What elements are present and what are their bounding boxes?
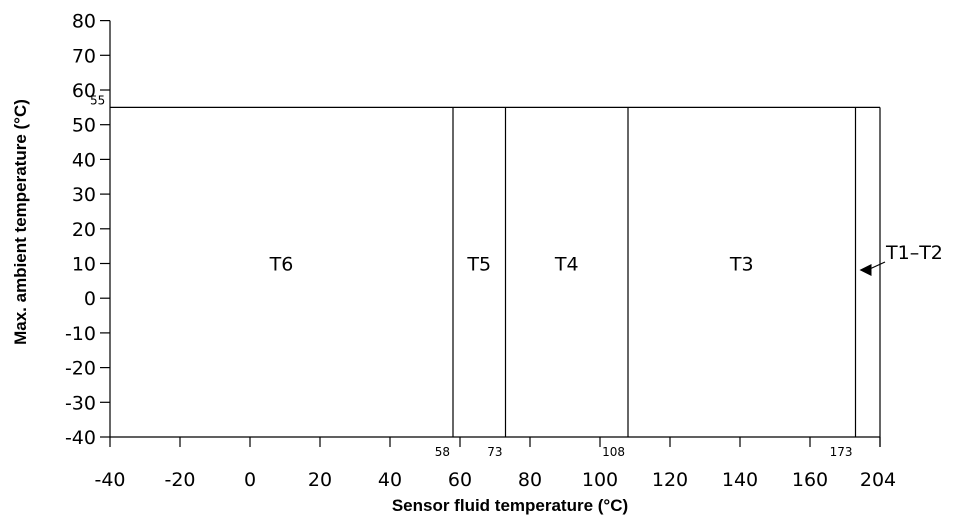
y-tick-label: 80: [72, 11, 96, 33]
y-tick-label: 0: [84, 288, 96, 310]
x-tick-label: 40: [378, 469, 402, 491]
y-tick-label: 50: [72, 115, 96, 137]
x-tick-label: 160: [792, 469, 828, 491]
boundary-label: 108: [602, 445, 625, 459]
y-tick-label: -30: [65, 392, 96, 414]
y-tick-label: 60: [72, 80, 96, 102]
y-tick-label: 30: [72, 184, 96, 206]
region-label: T6: [269, 254, 294, 276]
y-tick-label: -10: [65, 323, 96, 345]
y-tick-label: 40: [72, 149, 96, 171]
boundary-label: 58: [435, 445, 450, 459]
region-arrowhead: [859, 264, 872, 276]
region-label: T1–T2: [885, 242, 943, 264]
boundary-label: 73: [487, 445, 502, 459]
y-tick-label: -40: [65, 427, 96, 449]
region-label: T4: [554, 254, 579, 276]
x-tick-label: 100: [582, 469, 618, 491]
x-tick-label: -20: [164, 469, 195, 491]
region-label: T3: [729, 254, 754, 276]
x-tick-label: 20: [308, 469, 332, 491]
region-label: T5: [466, 254, 491, 276]
x-tick-label: 140: [722, 469, 758, 491]
chart-marks: 55 58 73 108 173 T6 T5 T4 T3 T1–T2: [90, 93, 943, 459]
boundary-label: 173: [830, 445, 853, 459]
y-tick-label: 20: [72, 219, 96, 241]
x-tick-label: -40: [94, 469, 125, 491]
max-ambient-label: 55: [90, 93, 105, 107]
y-tick-label: 10: [72, 254, 96, 276]
x-tick-label: 120: [652, 469, 688, 491]
x-axis-title: Sensor fluid temperature (°C): [392, 496, 628, 515]
y-axis-title: Max. ambient temperature (°C): [11, 99, 30, 345]
x-tick-label: 80: [518, 469, 542, 491]
axes: -40 -30 -20 -10 0 10 20 30 40 50 60 70 80 -40 -20 0 20 40…: [65, 11, 896, 491]
y-tick-label: 70: [72, 45, 96, 67]
x-tick-label: 204: [860, 469, 896, 491]
x-tick-label: 60: [448, 469, 472, 491]
x-tick-label: 0: [244, 469, 256, 491]
y-tick-label: -20: [65, 358, 96, 380]
